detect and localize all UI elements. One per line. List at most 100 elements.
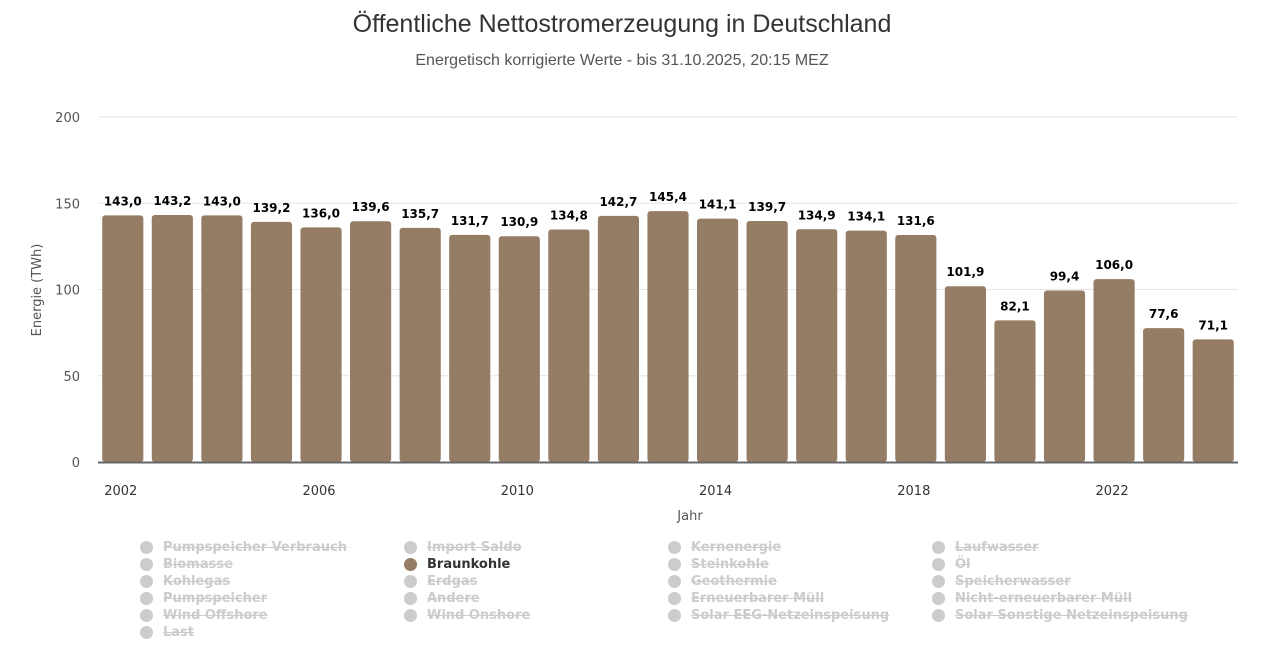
legend-item[interactable]: Steinkohle: [668, 557, 769, 572]
legend-item[interactable]: Speicherwasser: [932, 574, 1071, 589]
bar-2021[interactable]: [1043, 290, 1086, 462]
bar-2012[interactable]: [597, 215, 640, 462]
data-label: 134,8: [550, 208, 588, 222]
legend-marker-icon: [668, 558, 681, 571]
x-tick-label: 2022: [1096, 484, 1129, 499]
x-tick-label: 2006: [302, 484, 335, 499]
legend-label: Nicht-erneuerbarer Müll: [955, 591, 1133, 606]
legend-item[interactable]: Wind Offshore: [140, 608, 268, 623]
bar-2013[interactable]: [647, 211, 689, 462]
bar-2022[interactable]: [1093, 279, 1135, 462]
legend-marker-icon: [140, 626, 153, 639]
legend-label: Pumpspeicher: [163, 591, 268, 606]
legend-marker-icon: [668, 575, 681, 588]
legend-label: Pumpspeicher Verbrauch: [163, 540, 347, 555]
legend-item[interactable]: Solar Sonstige Netzeinspeisung: [932, 608, 1188, 623]
legend-item[interactable]: Pumpspeicher: [140, 591, 267, 606]
bar-2002[interactable]: [102, 215, 144, 462]
legend-label: Steinkohle: [691, 557, 769, 572]
data-label: 99,4: [1050, 270, 1080, 284]
bar-2008[interactable]: [399, 227, 441, 462]
legend-label: Solar Sonstige Netzeinspeisung: [955, 608, 1188, 623]
bar-2015[interactable]: [746, 221, 788, 462]
legend-label: Import Saldo: [427, 540, 522, 555]
data-label: 131,6: [897, 214, 935, 228]
bar-2016[interactable]: [796, 229, 838, 462]
bar-2017[interactable]: [845, 230, 887, 462]
data-label: 82,1: [1000, 299, 1030, 313]
legend-label: Biomasse: [163, 557, 233, 572]
legend-item[interactable]: Erdgas: [404, 574, 477, 589]
legend-label: Kernenergie: [691, 540, 782, 555]
legend-item[interactable]: Last: [140, 625, 194, 640]
x-tick-label: 2002: [104, 484, 137, 499]
legend-marker-icon: [404, 592, 417, 605]
legend-item[interactable]: Laufwasser: [932, 540, 1038, 555]
data-label: 134,9: [798, 208, 836, 222]
bar-2024[interactable]: [1192, 339, 1234, 462]
legend-marker-icon: [140, 558, 153, 571]
data-label: 106,0: [1095, 258, 1133, 272]
legend-marker-icon: [140, 541, 153, 554]
legend-marker-icon: [668, 541, 681, 554]
data-label: 135,7: [401, 207, 439, 221]
x-tick-label: 2010: [501, 484, 534, 499]
bar-2003[interactable]: [151, 214, 193, 462]
data-label: 130,9: [500, 215, 538, 229]
data-label: 139,2: [252, 201, 290, 215]
bar-2010[interactable]: [498, 236, 540, 462]
bar-2011[interactable]: [548, 229, 590, 462]
legend-marker-icon: [404, 609, 417, 622]
bar-2014[interactable]: [696, 218, 739, 462]
legend-item[interactable]: Andere: [404, 591, 480, 606]
legend-marker-icon: [404, 541, 417, 554]
data-label: 139,6: [352, 200, 390, 214]
legend-item[interactable]: Kernenergie: [668, 540, 781, 555]
legend-marker-icon: [932, 558, 945, 571]
legend-item[interactable]: Biomasse: [140, 557, 233, 572]
legend-marker-icon: [932, 541, 945, 554]
legend-item[interactable]: Nicht-erneuerbarer Müll: [932, 591, 1132, 606]
bar-2023[interactable]: [1143, 328, 1185, 462]
legend-item[interactable]: Pumpspeicher Verbrauch: [140, 540, 347, 555]
legend-label: Last: [163, 625, 195, 640]
bar-2006[interactable]: [300, 227, 342, 462]
legend-item[interactable]: Wind Onshore: [404, 608, 530, 623]
legend-item[interactable]: Erneuerbarer Müll: [668, 591, 824, 606]
legend-item[interactable]: Öl: [932, 557, 971, 572]
legend-marker-icon: [404, 558, 417, 571]
y-tick-label: 100: [55, 284, 80, 299]
legend-label: Wind Onshore: [427, 608, 531, 623]
bar-2020[interactable]: [994, 320, 1036, 462]
bar-2019[interactable]: [944, 286, 986, 462]
bar-2005[interactable]: [250, 221, 293, 462]
legend-label: Erneuerbarer Müll: [691, 591, 825, 606]
legend-marker-icon: [140, 592, 153, 605]
x-axis-ticks: 2002 2006 2010 2014 2018 2022: [104, 484, 1128, 499]
bar-2004[interactable]: [201, 215, 243, 462]
legend-item[interactable]: Solar EEG-Netzeinspeisung: [668, 608, 889, 623]
legend-item[interactable]: Geothermie: [668, 574, 777, 589]
legend-label: Wind Offshore: [163, 608, 268, 623]
chart-title: Öffentliche Nettostromerzeugung in Deuts…: [352, 10, 892, 38]
data-labels: 143,0 143,2 143,0 139,2 136,0 139,6 135,7 131,7…: [104, 190, 1228, 332]
legend-item[interactable]: Import Saldo: [404, 540, 522, 555]
legend-label: Öl: [955, 557, 971, 572]
data-label: 142,7: [599, 195, 637, 209]
bar-2007[interactable]: [350, 221, 392, 462]
legend-item[interactable]: Kohlegas: [140, 574, 230, 589]
x-axis-title: Jahr: [676, 509, 703, 524]
data-label: 139,7: [748, 200, 786, 214]
bar-2009[interactable]: [449, 234, 491, 462]
legend-item[interactable]: Braunkohle: [404, 557, 510, 572]
x-tick-label: 2014: [699, 484, 732, 499]
y-tick-label: 50: [63, 370, 80, 385]
data-label: 143,0: [104, 194, 142, 208]
bar-2018[interactable]: [895, 234, 937, 462]
legend-marker-icon: [932, 575, 945, 588]
legend-label: Kohlegas: [163, 574, 231, 589]
y-axis-ticks: 0 50 100 150 200: [55, 111, 80, 471]
data-label: 134,1: [847, 210, 885, 224]
data-label: 141,1: [699, 198, 737, 212]
legend-marker-icon: [140, 575, 153, 588]
